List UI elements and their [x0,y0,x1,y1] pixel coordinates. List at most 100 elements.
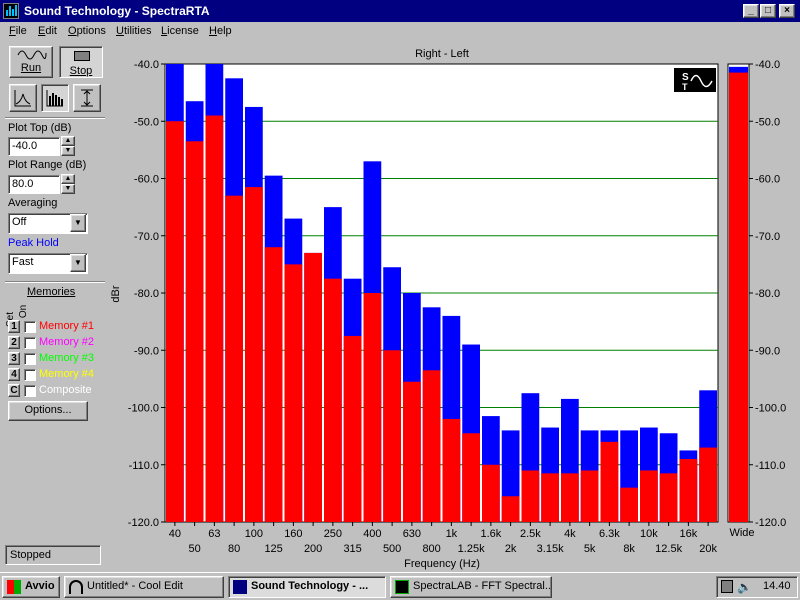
level-bar [284,264,303,522]
plot-range-spin-up[interactable]: ▲ [61,174,75,184]
x-tick-label: 800 [422,543,440,555]
menu-license[interactable]: License [161,25,199,37]
task-cool-edit[interactable]: Untitled* - Cool Edit [64,576,224,598]
menu-utilities[interactable]: Utilities [116,25,152,37]
meter-tick-label: -100.0 [755,403,786,415]
plot-top-input[interactable]: -40.0 [8,137,60,156]
task-sound-technology[interactable]: Sound Technology - ... [228,576,386,598]
line-graph-button[interactable] [9,84,37,112]
x-tick-label: 630 [403,528,421,540]
menu-bar: File Edit Options Utilities License Help [0,22,800,42]
peak-hold-dropdown-button[interactable]: ▼ [70,254,86,272]
x-tick-label: 125 [264,543,282,555]
level-bar [580,470,599,522]
x-tick-label: 8k [623,543,635,555]
x-tick-label: 80 [228,543,240,555]
close-button[interactable]: × [779,4,795,18]
title-bar[interactable]: Sound Technology - SpectraRTA _ □ × [0,0,800,22]
memories-title: Memories [27,286,76,298]
run-button[interactable]: Run [9,46,53,78]
averaging-value: Off [12,216,27,228]
menu-options[interactable]: Options [68,25,106,37]
sine-wave-icon [17,50,47,60]
start-button[interactable]: Avvio [2,576,60,598]
menu-file[interactable]: File [9,25,27,37]
x-tick-label: 10k [640,528,658,540]
chevron-down-icon: ▼ [74,218,82,227]
memory-4-set-button[interactable]: 4 [8,368,20,381]
x-tick-label: 4k [564,528,576,540]
memory-2-checkbox[interactable] [24,337,36,349]
memory-3-label: Memory #3 [39,352,95,364]
plot-range-input[interactable]: 80.0 [8,175,60,194]
level-bar [620,487,638,522]
bar-graph-icon [46,90,63,107]
run-label: Run [20,62,42,74]
memory-1-set-button[interactable]: 1 [8,320,20,333]
memory-3-set-button[interactable]: 3 [8,352,20,365]
chart-title: Right - Left [415,48,469,60]
bar-graph-button[interactable] [41,84,69,112]
y-tick-label: -100.0 [128,403,159,415]
level-bar [600,441,619,522]
chevron-down-icon: ▼ [74,258,82,267]
app-icon[interactable] [3,3,19,19]
minimize-button[interactable]: _ [743,4,759,18]
y-tick-label: -80.0 [134,288,159,300]
level-bar [541,473,559,522]
options-button[interactable]: Options... [8,401,88,421]
memory-4-checkbox[interactable] [24,369,36,381]
plot-top-spin-up[interactable]: ▲ [61,136,75,146]
y-axis-label: dBr [110,285,122,302]
level-bar [422,370,441,522]
x-axis-label: Frequency (Hz) [404,558,480,570]
maximize-button[interactable]: □ [760,4,776,18]
speaker-icon[interactable]: 🔈 [737,580,752,594]
level-bar [205,115,224,523]
averaging-dropdown-button[interactable]: ▼ [70,214,86,232]
spectrum-chart: Right - Left dBr Frequency (Hz) Wide -40… [110,48,786,570]
menu-help[interactable]: Help [209,25,232,37]
composite-checkbox[interactable] [24,385,36,397]
level-bar [659,473,678,522]
spectrum-plot-area: Right - Left dBr Frequency (Hz) Wide -40… [108,42,800,570]
level-bar [501,496,520,522]
composite-set-button[interactable]: C [8,384,20,397]
plot-range-label: Plot Range (dB) [8,159,87,171]
y-tick-label: -110.0 [129,460,159,472]
memory-1-checkbox[interactable] [24,321,36,333]
wide-meter-level [729,72,748,523]
x-tick-label: 160 [284,528,302,540]
memory-2-set-button[interactable]: 2 [8,336,20,349]
meter-tick-label: -60.0 [755,174,780,186]
x-tick-label: 1.6k [480,528,501,540]
averaging-select[interactable]: Off [8,213,88,234]
y-tick-label: -90.0 [134,345,159,357]
level-bar [264,247,283,522]
meter-tick-label: -110.0 [755,460,785,472]
wide-meter-label: Wide [729,527,754,539]
menu-edit[interactable]: Edit [38,25,57,37]
memory-3-checkbox[interactable] [24,353,36,365]
scale-button[interactable] [73,84,101,112]
x-tick-label: 2.5k [520,528,541,540]
memory-row-4: 4 Memory #4 [8,368,108,382]
plot-top-spin-down[interactable]: ▼ [61,146,75,156]
network-icon[interactable] [721,580,733,593]
x-tick-label: 100 [245,528,263,540]
peak-hold-value: Fast [12,256,34,268]
headphones-icon [69,580,83,594]
x-tick-label: 400 [363,528,381,540]
task-sound-technology-label: Sound Technology - ... [251,580,369,592]
y-tick-label: -120.0 [128,517,159,529]
level-bar [699,447,717,522]
level-bar [679,459,698,522]
task-spectralab[interactable]: SpectraLAB - FFT Spectral... [390,576,552,598]
stop-button[interactable]: Stop [59,46,103,78]
level-bar [343,335,362,522]
peak-hold-select[interactable]: Fast [8,253,88,274]
level-bar [363,293,382,522]
line-graph-icon [14,90,31,107]
plot-range-spin-down[interactable]: ▼ [61,184,75,194]
level-bar [521,470,540,522]
